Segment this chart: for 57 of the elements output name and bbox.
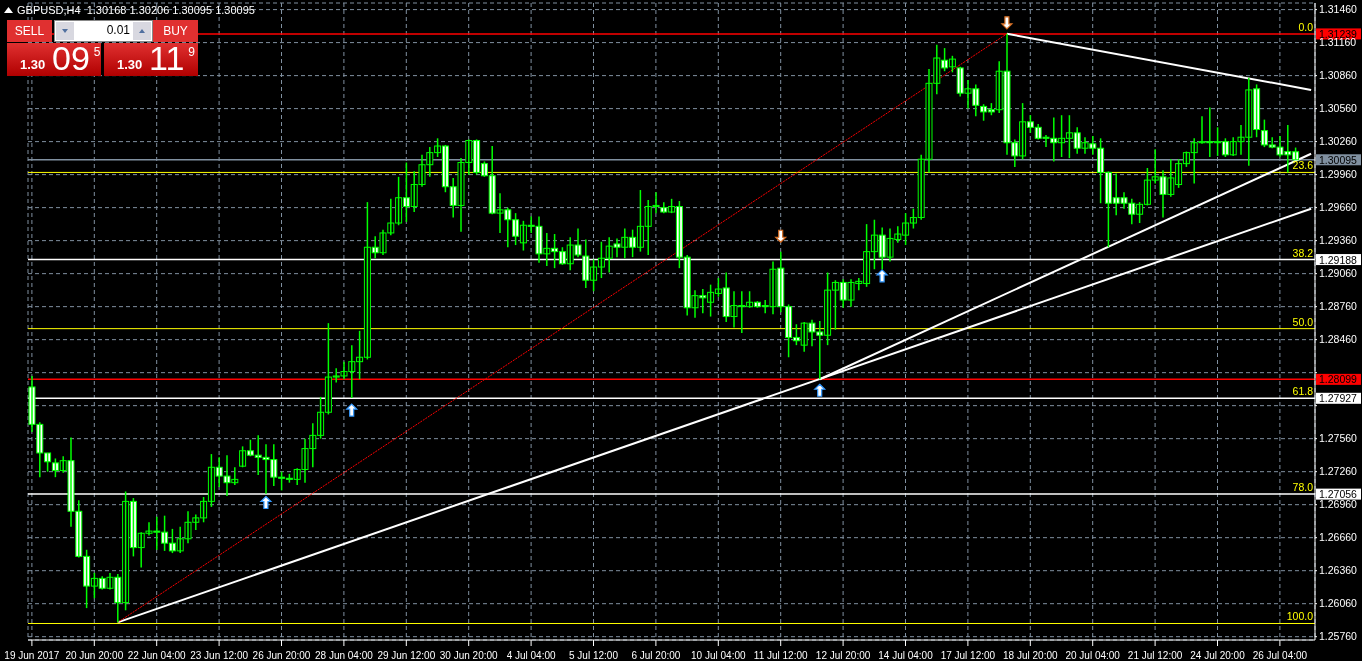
ref-line-label: 1.29188 <box>1319 253 1358 266</box>
x-tick-label: 10 Jul 04:00 <box>691 650 746 661</box>
y-tick-label: 1.26960 <box>1319 498 1358 511</box>
y-tick-label: 1.27260 <box>1319 465 1358 478</box>
x-tick-label: 19 Jun 2017 <box>4 650 60 661</box>
y-tick-label: 1.30260 <box>1319 135 1358 148</box>
x-tick-label: 24 Jul 20:00 <box>1190 650 1246 661</box>
ref-line-label: 1.30095 <box>1319 153 1358 166</box>
x-tick-label: 6 Jul 20:00 <box>631 650 681 661</box>
annotation: 100.0 <box>1286 610 1314 623</box>
y-tick-label: 1.28460 <box>1319 333 1358 346</box>
x-tick-label: 20 Jun 20:00 <box>65 650 124 661</box>
annotation: 1.30 09$^{5}$ <box>20 39 101 78</box>
y-tick-label: 1.29360 <box>1319 234 1358 247</box>
x-tick-label: 20 Jul 04:00 <box>1065 650 1121 661</box>
y-tick-label: 1.29960 <box>1319 168 1358 181</box>
x-tick-label: 5 Jul 12:00 <box>569 650 619 661</box>
annotation: 38.2 <box>1292 246 1314 259</box>
y-tick-label: 1.26060 <box>1319 597 1358 610</box>
annotation: 23.6 <box>1292 159 1314 172</box>
x-tick-label: 26 Jun 20:00 <box>252 650 311 661</box>
annotation: 61.8 <box>1292 385 1314 398</box>
y-tick-label: 1.31460 <box>1319 3 1358 16</box>
x-tick-label: 12 Jul 20:00 <box>815 650 871 661</box>
chart-title: GBPUSD,H4 1.30168 1.30206 1.30095 1.30095 <box>17 4 255 16</box>
x-tick-label: 11 Jul 12:00 <box>753 650 809 661</box>
x-tick-label: 17 Jul 12:00 <box>940 650 996 661</box>
annotation: 0.0 <box>1298 20 1314 33</box>
x-tick-label: 28 Jun 04:00 <box>314 650 374 661</box>
annotation: 78.0 <box>1292 481 1314 494</box>
x-tick-label: 21 Jul 12:00 <box>1127 650 1183 661</box>
x-tick-label: 4 Jul 04:00 <box>506 650 556 661</box>
ref-line-label: 1.27927 <box>1319 392 1358 405</box>
annotation: SELL <box>7 20 52 42</box>
ref-line-label: 1.28099 <box>1319 373 1358 386</box>
y-tick-label: 1.27560 <box>1319 432 1358 445</box>
annotation: 1.30 11$^{9}$ <box>117 39 195 78</box>
y-tick-label: 1.26360 <box>1319 564 1358 577</box>
ref-line-label: 1.27056 <box>1319 488 1358 501</box>
x-tick-label: 23 Jun 12:00 <box>190 650 249 661</box>
y-tick-label: 1.29660 <box>1319 201 1358 214</box>
annotation: 50.0 <box>1292 315 1314 328</box>
x-tick-label: 26 Jul 04:00 <box>1252 650 1308 661</box>
annotation: 0.01 <box>106 23 130 37</box>
annotation: BUY <box>163 24 188 38</box>
number-field: 0.01 <box>54 20 153 42</box>
y-tick-label: 1.29060 <box>1319 267 1358 280</box>
x-tick-label: 22 Jun 04:00 <box>127 650 187 661</box>
y-tick-label: 1.25760 <box>1319 630 1358 643</box>
x-tick-label: 29 Jun 12:00 <box>377 650 436 661</box>
x-tick-label: 14 Jul 04:00 <box>878 650 934 661</box>
y-tick-label: 1.28760 <box>1319 300 1358 313</box>
x-tick-label: 18 Jul 20:00 <box>1003 650 1058 661</box>
y-tick-label: 1.26660 <box>1319 531 1358 544</box>
y-tick-label: 1.30860 <box>1319 69 1358 82</box>
x-tick-label: 30 Jun 20:00 <box>439 650 499 661</box>
y-tick-label: 1.30560 <box>1319 102 1358 115</box>
